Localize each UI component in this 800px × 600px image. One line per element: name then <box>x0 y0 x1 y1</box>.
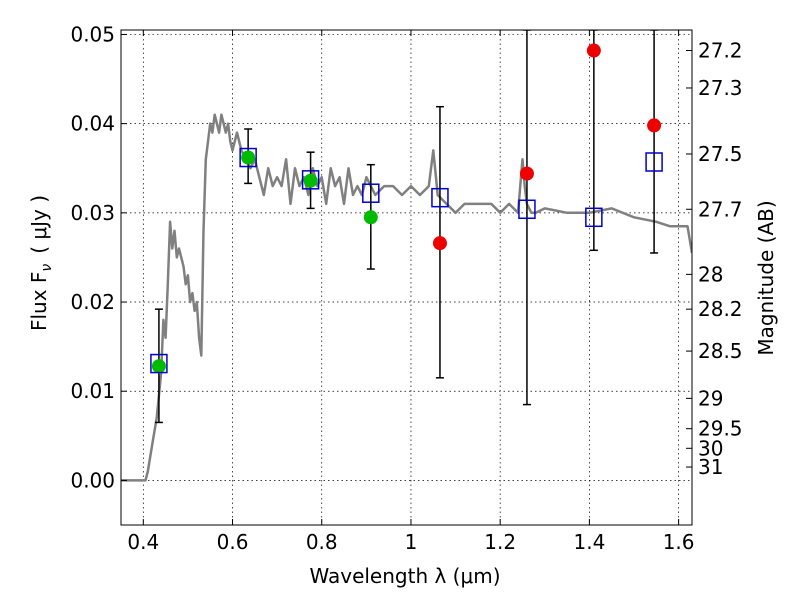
x-axis-title: Wavelength λ (μm) <box>309 564 500 588</box>
data-marks <box>121 30 692 482</box>
model-flux-square <box>645 152 663 172</box>
magnitude-tick-label: 27.3 <box>698 76 743 100</box>
upper-flux-point <box>519 166 534 181</box>
upper-flux-point <box>647 118 662 133</box>
y-tick-label: 0.02 <box>70 290 115 314</box>
magnitude-tick-label: 29 <box>698 386 723 410</box>
magnitude-tick-label: 29.5 <box>698 417 743 441</box>
axis-ticks: 0.4 0.6 0.8 1 1.2 1.4 1.6 0.00 0.01 0.02 0.03 0.04 0… <box>70 22 742 554</box>
y2-axis-title: Magnitude (AB) <box>754 200 778 355</box>
magnitude-tick-label: 28.5 <box>698 339 743 363</box>
model-flux-square <box>585 207 603 228</box>
model-flux-square <box>150 353 168 374</box>
model-spectrum-line <box>121 113 692 482</box>
x-tick-label: 1 <box>405 530 418 554</box>
magnitude-tick-label: 28.2 <box>698 297 743 321</box>
magnitude-tick-label: 31 <box>698 455 723 479</box>
y-tick-label: 0.01 <box>70 379 115 403</box>
detected-flux-point <box>151 359 166 374</box>
detected-flux-point <box>303 173 318 188</box>
y-tick-label: 0.05 <box>70 22 115 46</box>
grid <box>121 30 692 525</box>
x-tick-label: 1.2 <box>484 530 516 554</box>
detected-flux-point <box>241 150 256 165</box>
y-axis-title: Flux Fν ( μJy ) <box>27 195 55 331</box>
x-tick-label: 1.4 <box>573 530 605 554</box>
model-flux-square <box>362 183 380 203</box>
y-tick-label: 0.00 <box>70 468 115 492</box>
magnitude-tick-label: 27.2 <box>698 39 743 63</box>
model-flux-square <box>239 147 257 168</box>
detected-flux-point <box>363 210 378 225</box>
model-flux-square <box>301 170 320 190</box>
x-tick-label: 0.6 <box>217 530 249 554</box>
y-tick-label: 0.03 <box>70 201 115 225</box>
magnitude-tick-label: 30 <box>698 436 723 460</box>
plot-frame <box>120 29 693 526</box>
magnitude-tick-label: 27.7 <box>698 197 743 221</box>
magnitude-tick-label: 28 <box>698 262 723 286</box>
y-axis-title-unit: ( μJy ) <box>27 195 51 254</box>
upper-flux-point <box>432 236 447 251</box>
plot-area <box>121 30 692 482</box>
y-tick-label: 0.04 <box>70 112 115 136</box>
upper-flux-point <box>586 43 601 58</box>
x-tick-label: 0.4 <box>127 530 159 554</box>
x-tick-label: 1.6 <box>663 530 695 554</box>
model-flux-square <box>431 187 449 208</box>
model-flux-square <box>518 199 536 220</box>
y-axis-title-subscript: ν <box>39 264 55 272</box>
x-tick-label: 0.8 <box>306 530 338 554</box>
magnitude-tick-label: 27.5 <box>698 142 743 166</box>
y-axis-title-main: Flux F <box>27 272 51 331</box>
